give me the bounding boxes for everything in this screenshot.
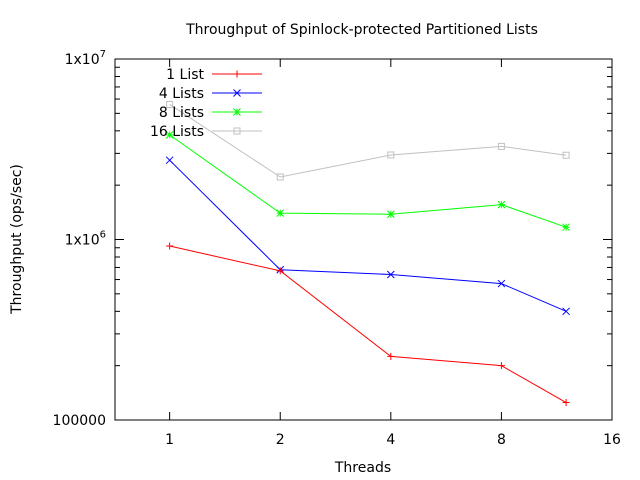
y-tick-label-base: 100000	[53, 413, 106, 429]
legend-label: 4 Lists	[159, 86, 204, 102]
data-point	[387, 352, 395, 360]
series-line	[169, 104, 567, 178]
data-point	[386, 270, 395, 279]
x-tick-label: 1	[165, 432, 174, 448]
data-point	[165, 130, 174, 139]
data-point	[233, 127, 241, 135]
y-axis-label: Throughput (ops/sec)	[9, 164, 25, 315]
legend: 1 List 4 Lists 8 Lists 16 Lists	[150, 67, 262, 140]
data-point	[562, 307, 570, 316]
y-tick-label: 100000	[53, 413, 106, 429]
data-point	[276, 267, 284, 275]
data-point	[562, 223, 570, 232]
series-1-list	[166, 242, 570, 407]
y-tick-label-base: 1x10	[65, 233, 100, 249]
data-point	[166, 242, 174, 250]
x-tick-label: 4	[386, 432, 395, 448]
series-line	[169, 159, 567, 312]
legend-label: 16 Lists	[150, 124, 204, 140]
data-point	[165, 156, 174, 165]
data-point	[386, 210, 395, 219]
x-axis-label: Threads	[334, 460, 391, 476]
data-point	[562, 151, 570, 159]
y-tick-label-base: 1x10	[65, 52, 100, 68]
data-point	[497, 362, 505, 370]
legend-entry: 16 Lists	[150, 124, 262, 140]
series-8-lists	[165, 130, 570, 232]
legend-entry: 1 List	[166, 67, 262, 83]
series-4-lists	[165, 156, 570, 316]
legend-entry: 4 Lists	[159, 86, 262, 102]
data-point	[233, 108, 241, 116]
series-line	[169, 134, 567, 228]
y-tick-label: 1x107	[65, 49, 106, 68]
data-point	[497, 200, 506, 209]
series-line	[169, 245, 567, 403]
data-point	[562, 399, 570, 407]
x-tick-label: 16	[603, 432, 621, 448]
y-tick-label-exponent: 6	[100, 230, 106, 241]
series-16-lists	[166, 100, 570, 181]
plot-frame	[114, 58, 613, 421]
data-point	[276, 173, 284, 181]
data-point	[497, 279, 506, 288]
legend-entry: 8 Lists	[159, 105, 262, 121]
data-point	[166, 100, 174, 108]
legend-label: 8 Lists	[159, 105, 204, 121]
chart-title: Throughput of Spinlock-protected Partiti…	[185, 22, 538, 38]
series-layer	[165, 100, 570, 407]
y-tick-label: 1x106	[65, 230, 106, 249]
y-tick-label-exponent: 7	[100, 49, 106, 60]
legend-label: 1 List	[166, 67, 204, 83]
data-point	[233, 70, 241, 78]
data-point	[233, 89, 241, 97]
data-point	[276, 209, 285, 217]
data-point	[387, 151, 395, 159]
data-point	[497, 142, 505, 150]
x-tick-label: 2	[276, 432, 285, 448]
x-tick-label: 8	[497, 432, 506, 448]
